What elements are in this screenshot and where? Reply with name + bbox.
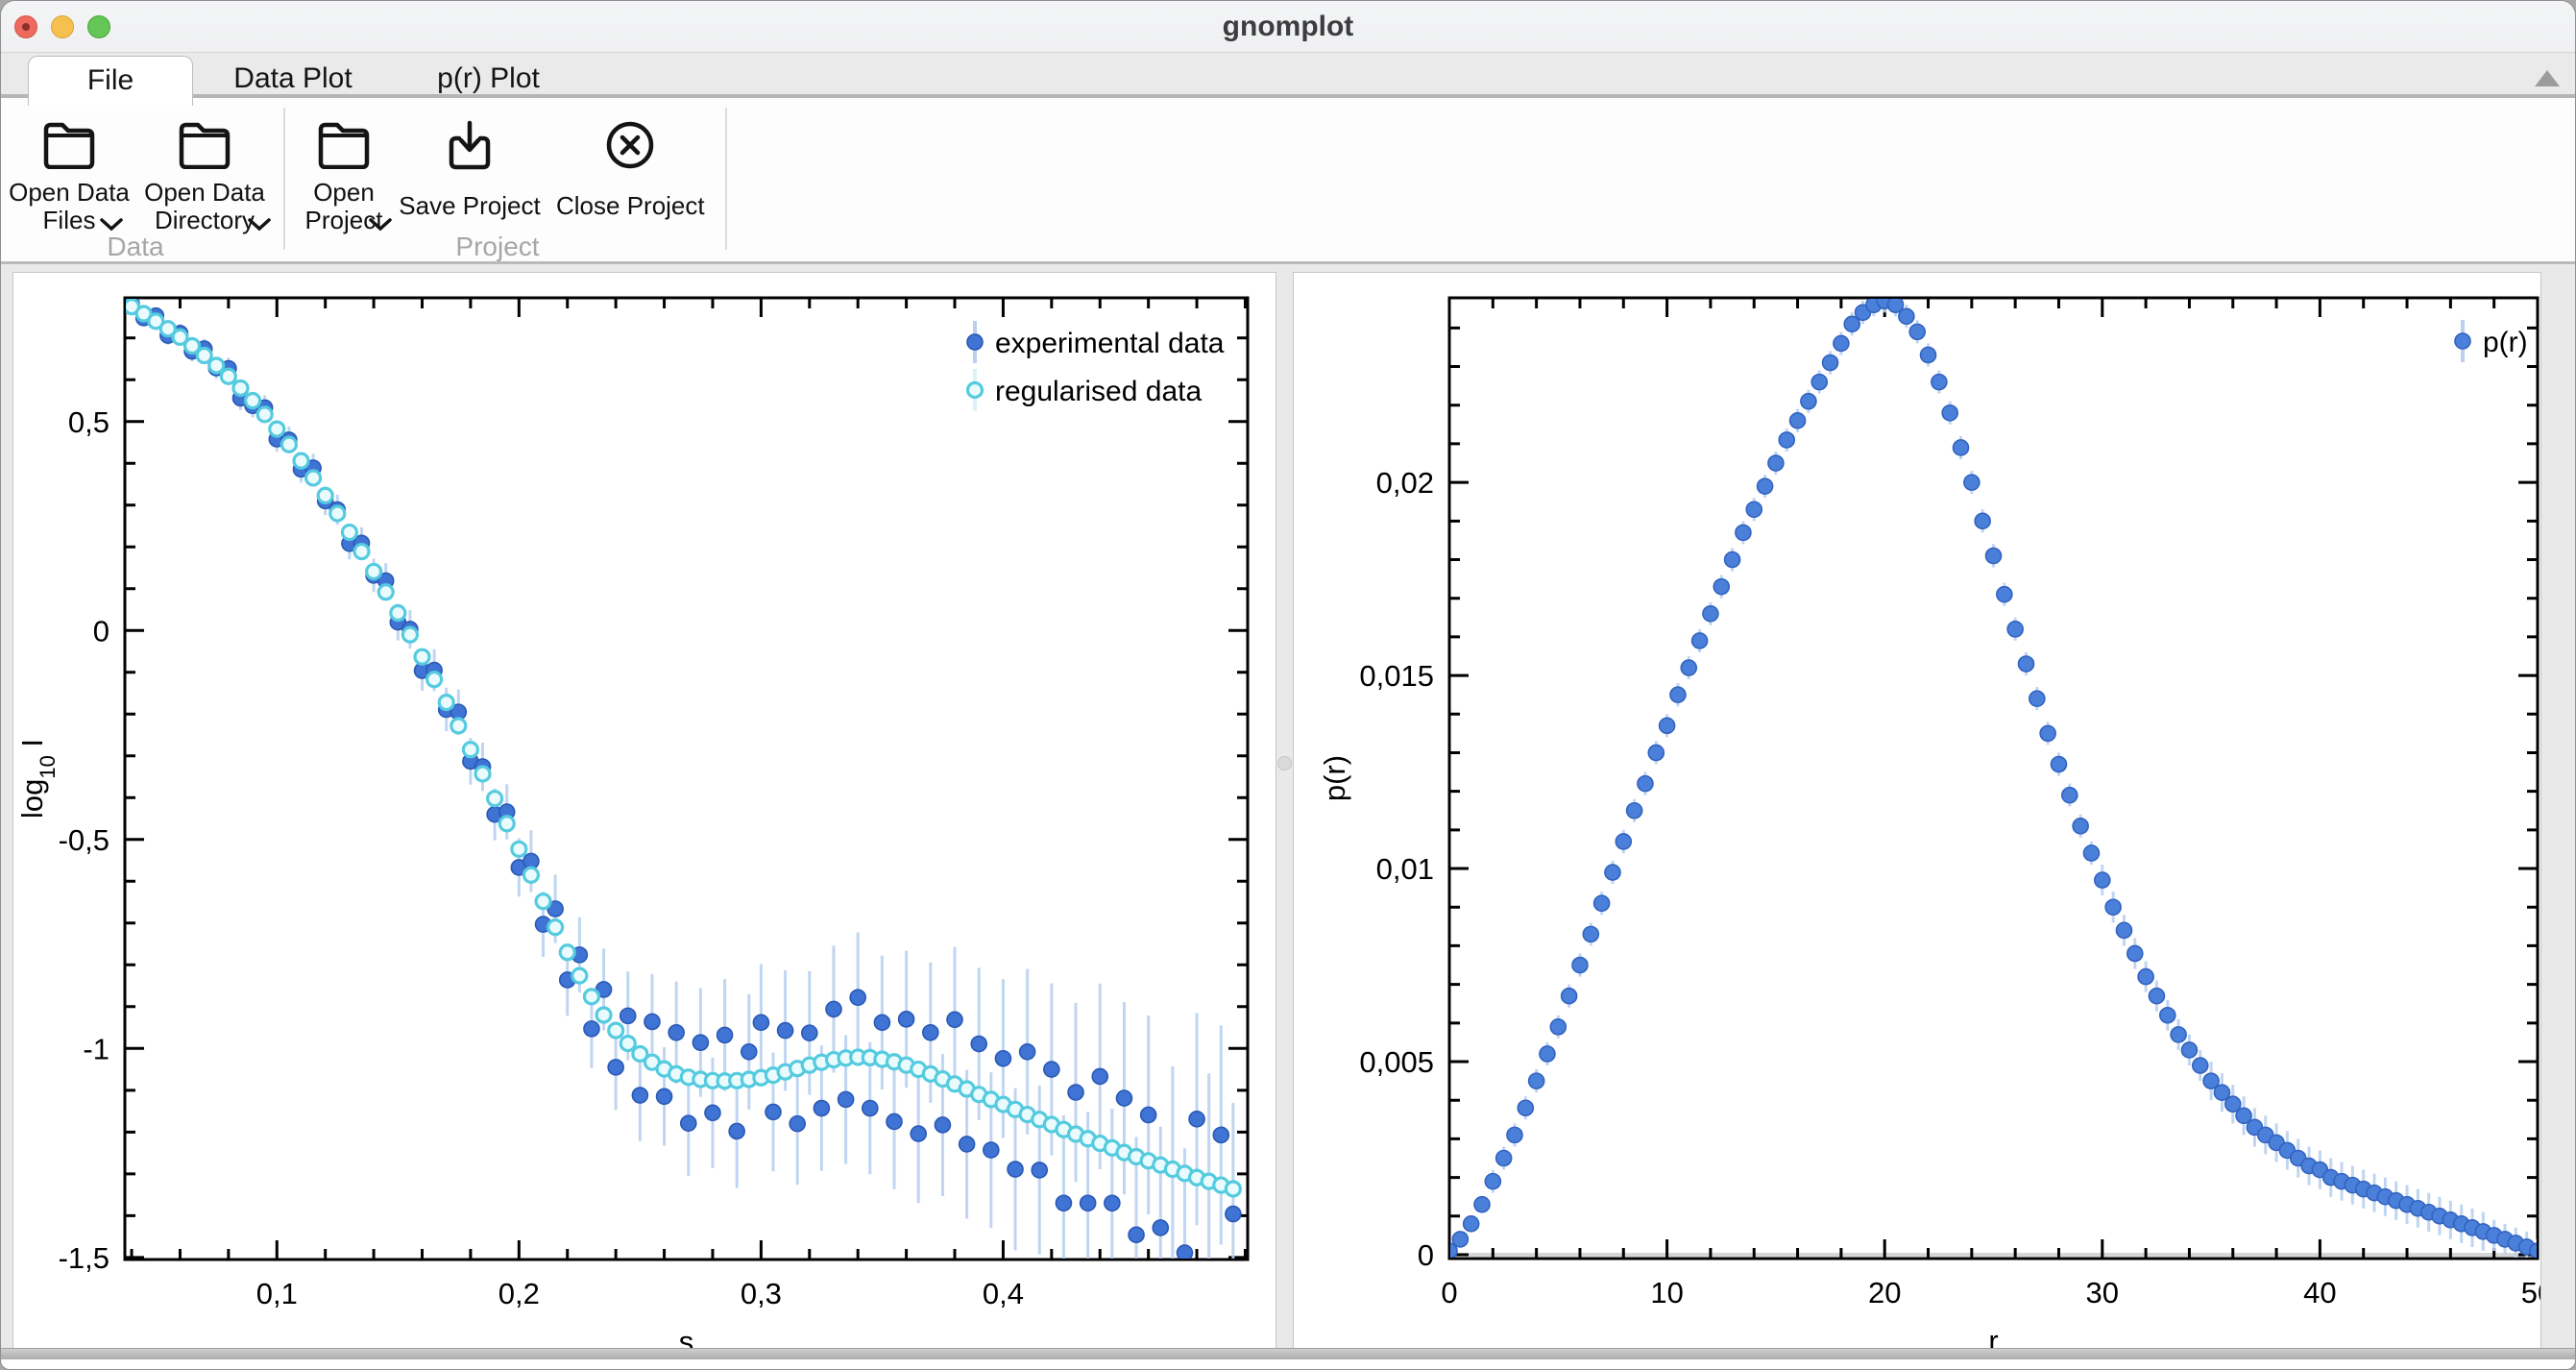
svg-text:0,5: 0,5 bbox=[68, 405, 109, 439]
folder-icon bbox=[141, 119, 268, 174]
svg-text:30: 30 bbox=[2086, 1276, 2119, 1309]
svg-text:0: 0 bbox=[1441, 1276, 1457, 1309]
chevron-down-icon bbox=[100, 218, 123, 232]
tab-pr-plot[interactable]: p(r) Plot bbox=[404, 62, 572, 95]
svg-text:50: 50 bbox=[2521, 1276, 2540, 1309]
window-bottom-edge bbox=[1, 1348, 2575, 1359]
svg-text:-1,5: -1,5 bbox=[59, 1241, 109, 1275]
zoom-button[interactable] bbox=[87, 15, 110, 38]
close-circle-icon bbox=[556, 119, 704, 176]
save-project-button[interactable]: Save Project bbox=[399, 98, 541, 259]
toolbar-separator bbox=[725, 108, 727, 250]
svg-text:0,015: 0,015 bbox=[1359, 659, 1434, 693]
svg-text:0,02: 0,02 bbox=[1376, 466, 1434, 500]
svg-text:log10 I: log10 I bbox=[15, 739, 60, 819]
svg-text:-1: -1 bbox=[83, 1032, 109, 1065]
toolbar-group-label-data: Data bbox=[107, 232, 164, 261]
svg-text:0,01: 0,01 bbox=[1376, 852, 1434, 886]
title-bar: gnomplot bbox=[1, 1, 2575, 53]
tab-data-plot-label: Data Plot bbox=[233, 62, 352, 94]
svg-text:0: 0 bbox=[93, 614, 109, 648]
open-data-files-label: Open Data Files bbox=[9, 178, 130, 234]
svg-text:10: 10 bbox=[1650, 1276, 1683, 1309]
pr-plot-chart: 0 10 20 30 40 50 0,02 0,015 0,01 0,005 0 r p(r) p(r) bbox=[1318, 296, 2554, 1358]
tab-file-label: File bbox=[86, 64, 134, 96]
svg-text:0,4: 0,4 bbox=[983, 1277, 1024, 1310]
svg-text:20: 20 bbox=[1868, 1276, 1901, 1309]
svg-text:-0,5: -0,5 bbox=[59, 823, 109, 857]
svg-text:regularised data: regularised data bbox=[995, 376, 1202, 407]
chevron-down-icon bbox=[248, 218, 271, 232]
folder-icon bbox=[301, 119, 387, 174]
save-download-icon bbox=[399, 119, 541, 176]
tab-data-plot[interactable]: Data Plot bbox=[216, 62, 370, 95]
minimize-button[interactable] bbox=[51, 15, 74, 38]
window-title: gnomplot bbox=[1222, 11, 1354, 42]
svg-text:0: 0 bbox=[1418, 1238, 1434, 1272]
close-project-button[interactable]: Close Project bbox=[556, 98, 705, 259]
svg-text:40: 40 bbox=[2303, 1276, 2336, 1309]
open-project-button[interactable]: Open Project bbox=[301, 98, 392, 259]
svg-text:0,1: 0,1 bbox=[256, 1277, 298, 1310]
svg-text:r: r bbox=[1988, 1324, 1998, 1356]
svg-text:0,2: 0,2 bbox=[498, 1277, 540, 1310]
pr-plot-panel: 0 10 20 30 40 50 0,02 0,015 0,01 0,005 0 r p(r) p(r) bbox=[1293, 272, 2554, 1358]
close-button[interactable] bbox=[14, 15, 37, 38]
svg-text:experimental data: experimental data bbox=[995, 328, 1225, 359]
ribbon-toolbar: Open Data Files Open Data Directory bbox=[1, 98, 2575, 264]
tab-scroll-up-icon[interactable] bbox=[2535, 70, 2560, 86]
open-data-directory-button[interactable]: Open Data Directory bbox=[141, 98, 271, 259]
open-data-directory-label: Open Data Directory bbox=[144, 178, 265, 234]
tab-bar: File Data Plot p(r) Plot bbox=[1, 53, 2575, 106]
tab-file[interactable]: File bbox=[28, 56, 193, 106]
splitter-handle[interactable] bbox=[1277, 756, 1292, 771]
open-data-files-button[interactable]: Open Data Files bbox=[9, 98, 130, 259]
svg-text:0,005: 0,005 bbox=[1359, 1045, 1434, 1079]
toolbar-group-label-project: Project bbox=[455, 232, 540, 261]
svg-text:p(r): p(r) bbox=[1318, 755, 1351, 801]
svg-text:0,3: 0,3 bbox=[741, 1277, 782, 1310]
save-project-label: Save Project bbox=[399, 191, 541, 220]
close-project-label: Close Project bbox=[556, 191, 705, 220]
svg-text:p(r): p(r) bbox=[2483, 327, 2528, 358]
toolbar-separator bbox=[283, 108, 285, 250]
chevron-down-icon bbox=[369, 218, 392, 232]
folder-icon bbox=[9, 119, 130, 174]
tab-pr-plot-label: p(r) Plot bbox=[437, 62, 540, 94]
